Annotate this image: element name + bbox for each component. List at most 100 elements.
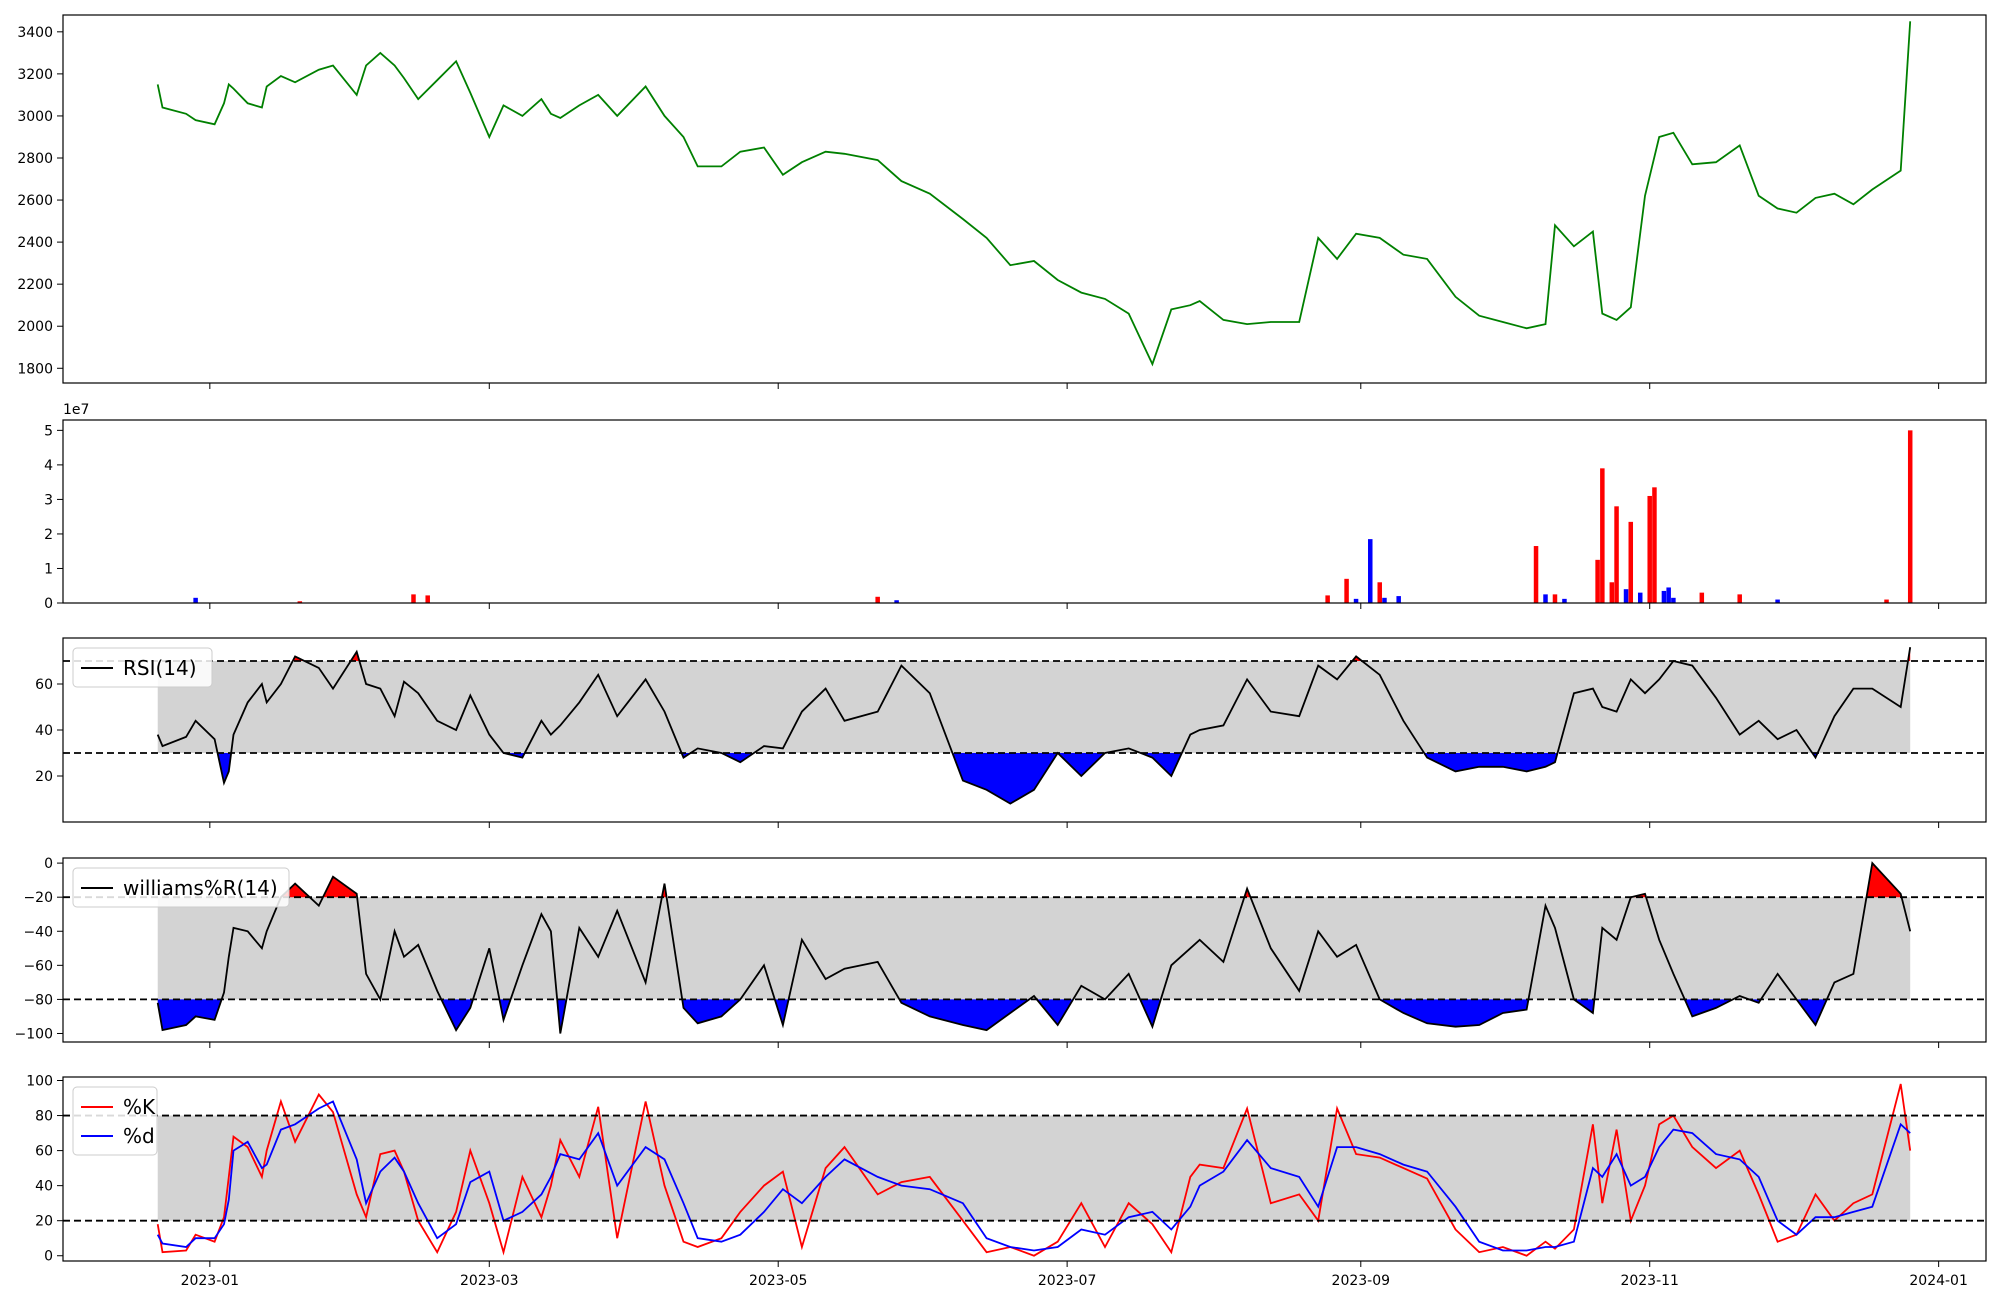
legend-box [72,647,213,688]
volume-bar [1884,599,1889,603]
volume-bar [1353,598,1359,603]
y-tick-label: 3200 [17,67,53,83]
volume-bar [875,596,880,603]
y-tick-label: 3000 [17,109,53,125]
oversold-fill [1379,999,1529,1027]
legend-box [72,867,290,908]
volume-bar [1562,598,1567,603]
oversold-fill [499,999,511,1020]
williams-r-panel: 0 −20 −40 −60 −80 −100 williams%R(14) [15,856,1987,1048]
price-line [156,21,1912,367]
y-tick-label: 2400 [17,235,53,251]
rsi-line [156,647,1912,805]
y-tick-label: 0 [44,1249,53,1265]
legend-box [72,1086,158,1156]
volume-bar [1652,487,1657,603]
legend-label: RSI(14) [123,656,197,680]
neutral-band [157,897,1911,1000]
y-tick-label: 60 [35,677,53,693]
volume-bar [1637,592,1643,603]
volume-bar [1775,599,1780,603]
volume-bar [1325,595,1330,603]
volume-bar [1396,596,1401,603]
x-tick-label: 2024-01 [1909,1273,1968,1289]
oversold-fill [1140,753,1182,776]
oversold-fill [441,999,473,1031]
x-tick-label: 2023-05 [749,1273,808,1289]
oversold-fill [157,999,222,1031]
axes-frame [62,419,1987,604]
volume-bar [1737,594,1742,603]
volume-bar [1907,430,1913,603]
y-tick-label: 2200 [17,277,53,293]
williams-r-line [156,861,1912,1034]
volume-bar [1595,559,1600,603]
volume-bar [1609,582,1615,603]
oversold-fill [1684,999,1733,1017]
volume-bar [1533,546,1539,603]
oversold-fill [774,999,789,1025]
volume-bar [1628,521,1634,603]
volume-bar [1377,582,1382,603]
x-tick-label: 2023-01 [181,1273,240,1289]
volume-bar [1382,597,1387,603]
y-tick-label: 60 [35,1144,53,1160]
volume-bar [297,601,303,603]
axes-frame [62,857,1987,1043]
x-tick-label: 2023-03 [460,1273,519,1289]
x-tick-label: 2023-11 [1620,1273,1679,1289]
y-tick-label: 0 [44,856,53,872]
x-tick-label: 2023-07 [1038,1273,1097,1289]
oversold-fill [721,753,754,763]
y-tick-label: 3 [44,492,53,508]
y-tick-label: 3400 [17,25,53,41]
volume-bar [1543,594,1548,603]
oversold-fill [1140,999,1161,1027]
volume-bar [1671,597,1676,603]
d-line [156,1100,1911,1252]
axes-frame [62,637,1987,823]
y-tick-label: 40 [35,723,53,739]
y-tick-label: 4 [44,458,53,474]
legend-label: %K [123,1095,156,1119]
y-tick-label: −20 [23,890,53,906]
volume-bar [1647,495,1652,603]
y-tick-label: 80 [35,1109,53,1125]
volume-bar [894,600,899,603]
price-panel: 1800 2000 2200 2400 2600 2800 3000 3200 3400 [17,14,1987,389]
legend-label: williams%R(14) [123,876,278,900]
volume-bar [1368,539,1373,603]
y-tick-label: −100 [15,1026,53,1042]
y-tick-label: 1 [44,561,53,577]
volume-bar [1552,594,1558,603]
oversold-fill [1796,999,1827,1025]
volume-bar [1614,506,1619,603]
y-tick-label: −80 [23,992,53,1008]
y-tick-label: 1800 [17,361,53,377]
neutral-band [157,1115,1911,1221]
stochastic-panel: 0 20 40 60 80 100 %K %d 2023-01 2023-03 2023-05 202… [26,1074,1987,1289]
y-tick-label: 5 [44,423,53,439]
oversold-fill [1057,753,1105,776]
volume-bar [1666,587,1671,603]
volume-bar [1344,578,1349,603]
y-tick-label: 0 [44,596,53,612]
overbought-fill [1866,863,1902,898]
volume-bar [1600,468,1605,603]
volume-bar [1623,589,1629,603]
y-tick-label: 2800 [17,151,53,167]
volume-bar [411,594,416,603]
y-tick-label: 20 [35,769,53,785]
volume-bar [193,597,198,603]
y-tick-label: 100 [26,1074,53,1090]
axes-frame [62,14,1987,384]
y-tick-label: 40 [35,1179,53,1195]
rsi-panel: 20 40 60 RSI(14) [35,637,1987,828]
y-tick-label: 2600 [17,193,53,209]
volume-bar [425,595,430,603]
y-tick-label: 20 [35,1214,53,1230]
y-tick-label: 2 [44,527,53,543]
oversold-fill [1424,753,1558,772]
volume-scale-label: 1e7 [63,402,89,418]
